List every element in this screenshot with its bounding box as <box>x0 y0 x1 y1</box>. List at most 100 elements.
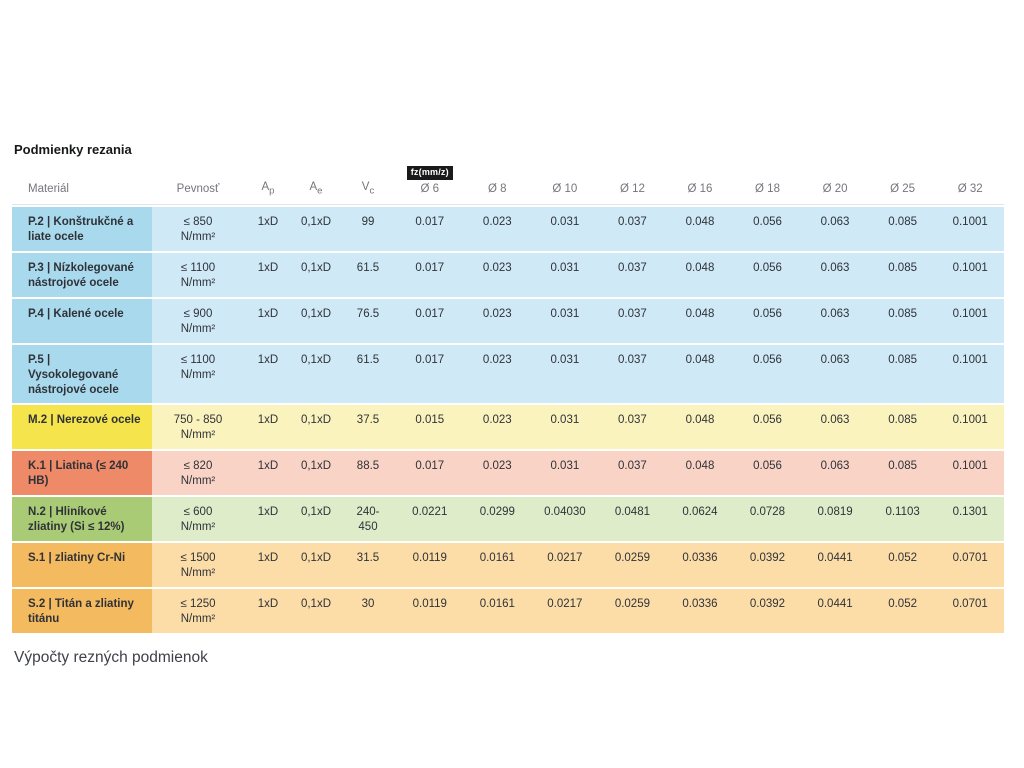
fz-cell-d2: 0.0161 <box>463 588 532 633</box>
fz-cell-d8: 0.052 <box>868 543 937 587</box>
fz-cell-d7: 0.063 <box>801 252 869 297</box>
ae-cell: 0,1xD <box>292 207 340 251</box>
fz-cell-d7: 0.0819 <box>801 497 869 542</box>
material-cell: N.2 | Hliníkové zliatiny (Si ≤ 12%) <box>12 497 152 542</box>
diameter-label: Ø 20 <box>822 183 848 196</box>
ae-cell: 0,1xD <box>292 543 340 587</box>
fz-cell-d2: 0.023 <box>463 252 532 297</box>
fz-cell-d5: 0.0336 <box>666 543 734 587</box>
fz-cell-d6: 0.056 <box>733 252 802 297</box>
vc-cell: 31.5 <box>340 543 396 587</box>
fz-unit-badge: fz(mm/z) <box>406 166 453 181</box>
header-row: Materiál Pevnosť Ap Ae Vc fz(mm/z) Ø 6 Ø 8 Ø 1… <box>12 160 1004 205</box>
fz-cell-d5: 0.048 <box>666 451 734 496</box>
fz-cell-d9: 0.0701 <box>936 543 1004 587</box>
fz-cell-d4: 0.037 <box>598 451 667 496</box>
ae-cell: 0,1xD <box>292 252 340 297</box>
fz-cell-d4: 0.037 <box>598 298 667 343</box>
vc-cell: 88.5 <box>340 451 396 496</box>
col-header-param-e: Ae <box>292 160 340 205</box>
strength-unit: N/mm² <box>180 475 216 488</box>
fz-cell-d1: 0.0119 <box>396 543 464 587</box>
fz-cell-d2: 0.0299 <box>463 497 532 542</box>
col-header-diameter-3: Ø 10 <box>531 160 599 205</box>
strength-cell: ≤ 900 N/mm² <box>152 298 244 343</box>
param-subscript: e <box>317 185 323 197</box>
cutting-conditions-table: Materiál Pevnosť Ap Ae Vc fz(mm/z) Ø 6 Ø 8 Ø 1… <box>12 158 1004 635</box>
fz-cell-d6: 0.0392 <box>733 588 802 633</box>
fz-cell-d4: 0.037 <box>598 405 667 450</box>
table-row: P.4 | Kalené ocele ≤ 900 N/mm² 1xD 0,1xD 76.5… <box>12 298 1004 343</box>
ae-cell: 0,1xD <box>292 298 340 343</box>
fz-cell-d3: 0.031 <box>531 344 599 404</box>
diameter-label: Ø 32 <box>957 183 983 196</box>
fz-cell-d6: 0.056 <box>733 207 802 251</box>
ap-cell: 1xD <box>244 344 292 404</box>
material-cell: P.2 | Konštrukčné a liate ocele <box>12 207 152 251</box>
strength-value: ≤ 1500 <box>180 552 216 565</box>
strength-unit: N/mm² <box>180 429 216 442</box>
ae-cell: 0,1xD <box>292 451 340 496</box>
ae-cell: 0,1xD <box>292 405 340 450</box>
fz-cell-d8: 0.085 <box>868 405 937 450</box>
table-body: P.2 | Konštrukčné a liate ocele ≤ 850 N/mm… <box>12 207 1004 633</box>
fz-cell-d8: 0.052 <box>868 588 937 633</box>
diameter-label: Ø 16 <box>687 183 713 196</box>
fz-cell-d1: 0.017 <box>396 298 464 343</box>
diameter-label: Ø 18 <box>755 183 780 196</box>
vc-cell: 37.5 <box>340 405 396 450</box>
table-row: K.1 | Liatina (≤ 240 HB) ≤ 820 N/mm² 1xD 0,1… <box>12 451 1004 496</box>
fz-cell-d1: 0.0221 <box>396 497 464 542</box>
ap-cell: 1xD <box>244 252 292 297</box>
ap-cell: 1xD <box>244 588 292 633</box>
col-header-diameter-1: fz(mm/z) Ø 6 <box>396 160 464 205</box>
strength-cell: ≤ 1100 N/mm² <box>152 344 244 404</box>
fz-cell-d5: 0.048 <box>666 344 734 404</box>
fz-cell-d5: 0.048 <box>666 207 734 251</box>
vc-cell: 240- 450 <box>340 497 396 542</box>
fz-cell-d1: 0.017 <box>396 252 464 297</box>
table-row: P.3 | Nízkolegované nástrojové ocele ≤ 11… <box>12 252 1004 297</box>
strength-value: 750 - 850 <box>173 414 223 427</box>
diameter-label: Ø 6 <box>420 183 440 196</box>
fz-cell-d3: 0.04030 <box>531 497 599 542</box>
fz-cell-d3: 0.031 <box>531 298 599 343</box>
col-header-diameter-9: Ø 32 <box>936 160 1004 205</box>
fz-cell-d9: 0.1001 <box>936 344 1004 404</box>
col-header-param-c: Vc <box>340 160 396 205</box>
fz-cell-d4: 0.0259 <box>598 588 667 633</box>
footer-heading: Výpočty rezných podmienok <box>14 648 208 666</box>
fz-cell-d4: 0.037 <box>598 252 667 297</box>
fz-cell-d9: 0.1001 <box>936 298 1004 343</box>
material-cell: S.1 | zliatiny Cr-Ni <box>12 543 152 587</box>
fz-cell-d7: 0.0441 <box>801 588 869 633</box>
strength-unit: N/mm² <box>180 612 216 625</box>
fz-cell-d1: 0.017 <box>396 344 464 404</box>
vc-cell: 30 <box>340 588 396 633</box>
strength-unit: N/mm² <box>180 521 216 534</box>
fz-cell-d8: 0.085 <box>868 252 937 297</box>
fz-cell-d9: 0.1001 <box>936 207 1004 251</box>
fz-cell-d8: 0.085 <box>868 207 937 251</box>
table-row: S.2 | Titán a zliatiny titánu ≤ 1250 N/mm²… <box>12 588 1004 633</box>
strength-value: ≤ 900 <box>183 307 213 320</box>
fz-cell-d7: 0.063 <box>801 405 869 450</box>
section-title: Podmienky rezania <box>14 142 132 157</box>
material-cell: K.1 | Liatina (≤ 240 HB) <box>12 451 152 496</box>
fz-cell-d6: 0.056 <box>733 298 802 343</box>
col-header-diameter-7: Ø 20 <box>801 160 869 205</box>
fz-cell-d5: 0.048 <box>666 405 734 450</box>
strength-cell: ≤ 1250 N/mm² <box>152 588 244 633</box>
table-row: P.5 | Vysokolegované nástrojové ocele ≤ 1… <box>12 344 1004 404</box>
fz-cell-d9: 0.1001 <box>936 405 1004 450</box>
strength-cell: ≤ 1500 N/mm² <box>152 543 244 587</box>
col-header-material: Materiál <box>12 160 152 205</box>
fz-cell-d3: 0.031 <box>531 207 599 251</box>
material-cell: M.2 | Nerezové ocele <box>12 405 152 450</box>
fz-cell-d6: 0.056 <box>733 344 802 404</box>
fz-cell-d9: 0.1301 <box>936 497 1004 542</box>
fz-cell-d2: 0.023 <box>463 298 532 343</box>
fz-cell-d7: 0.063 <box>801 451 869 496</box>
param-subscript: p <box>269 185 275 197</box>
